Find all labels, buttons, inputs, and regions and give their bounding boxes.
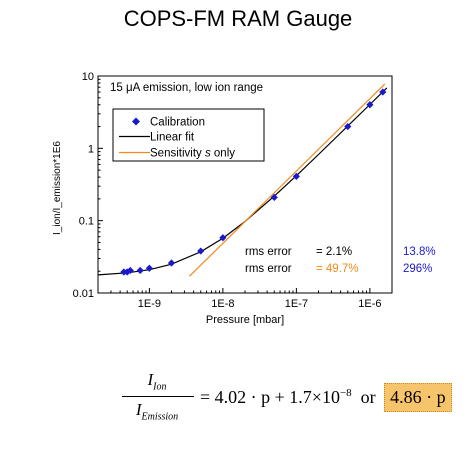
calibration-point	[167, 259, 176, 267]
y-tick-label: 10	[82, 71, 94, 83]
rms-label-2: rms error	[245, 263, 292, 275]
formula-rhs: = 4.02 · p + 1.7×10−8 or 4.86 · p	[200, 383, 452, 412]
legend-linear-fit-label: Linear fit	[150, 132, 195, 144]
x-tick-label: 1E-7	[285, 298, 308, 310]
page-title: COPS-FM RAM Gauge	[123, 6, 353, 31]
rms-value-1: = 2.1%	[316, 246, 352, 258]
legend-calibration-marker	[132, 117, 140, 126]
calibration-point	[344, 122, 352, 131]
legend-sensitivity-label: Sensitivity s only	[150, 148, 235, 160]
fraction-bar	[122, 396, 194, 397]
calibration-point	[145, 264, 153, 272]
legend: Calibration Linear fit Sensitivity s onl…	[112, 108, 265, 162]
sensitivity-line	[188, 83, 386, 277]
axis-ticks: 1E-9 1E-8 1E-7 1E-6 0.01 0.1 1 10	[73, 71, 393, 310]
rms-value-2: = 49.7%	[316, 263, 359, 275]
rms-extra-2: 296%	[403, 263, 432, 275]
formula-highlight-box: 4.86 · p	[384, 383, 452, 412]
x-axis-label: Pressure [mbar]	[206, 314, 284, 326]
legend-calibration-label: Calibration	[150, 117, 205, 129]
calibration-point	[379, 88, 387, 96]
formula-or: or	[360, 387, 376, 407]
chart: 1E-9 1E-8 1E-7 1E-6 0.01 0.1 1 10 Pressure [mba…	[52, 71, 436, 326]
rms-extra-1: 13.8%	[403, 246, 436, 258]
calibration-point	[292, 172, 300, 180]
calibration-point	[270, 193, 278, 201]
calibration-point	[126, 266, 134, 275]
y-tick-label: 0.1	[79, 216, 94, 228]
calibration-point	[123, 268, 131, 276]
formula: IIon IEmission = 4.02 · p + 1.7×10−8 or …	[118, 364, 452, 426]
data-points	[120, 88, 387, 276]
calibration-point	[366, 101, 374, 109]
calibration-point	[136, 266, 144, 275]
x-tick-label: 1E-6	[358, 298, 381, 310]
x-tick-label: 1E-9	[138, 298, 161, 310]
calibration-point	[197, 247, 205, 255]
chart-subtitle: 15 μA emission, low ion range	[110, 82, 263, 94]
y-axis-label: I_ion/I_emission*1E6	[52, 141, 63, 235]
x-tick-label: 1E-8	[211, 298, 234, 310]
calibration-point	[219, 234, 227, 242]
rms-label-1: rms error	[245, 246, 292, 258]
y-tick-label: 1	[88, 143, 94, 155]
formula-numerator: IIon	[147, 370, 167, 393]
y-tick-label: 0.01	[73, 288, 94, 300]
formula-denominator: IEmission	[135, 400, 179, 423]
